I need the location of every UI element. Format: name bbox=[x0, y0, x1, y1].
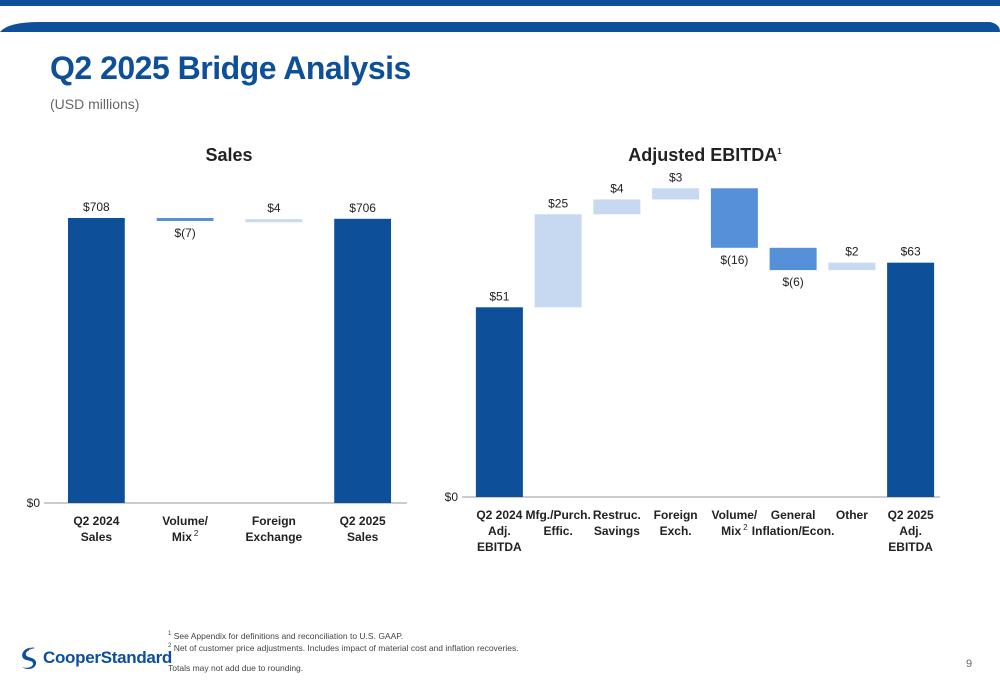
y-tick-label: $0 bbox=[27, 496, 41, 510]
footnotes: 1 See Appendix for definitions and recon… bbox=[168, 630, 519, 674]
tick-label-3: Restruc. Savings bbox=[593, 508, 641, 538]
tick-label-line: Q2 2024 bbox=[73, 514, 119, 528]
tick-label-line: EBITDA bbox=[888, 540, 933, 554]
tick-label-6: General Inflation/Econ. bbox=[752, 508, 835, 538]
chart-title-superscript: 1 bbox=[777, 147, 782, 156]
tick-label-line: Exch. bbox=[660, 524, 692, 538]
tick-label-3: Foreign Exchange bbox=[246, 514, 303, 544]
bar-1 bbox=[475, 307, 523, 497]
tick-label-1: Q2 2024 Adj. EBITDA bbox=[476, 508, 522, 554]
tick-label-line: Adj. bbox=[488, 524, 511, 538]
value-label-4: $3 bbox=[669, 170, 683, 184]
bar-6 bbox=[769, 247, 817, 271]
value-label-8: $63 bbox=[901, 245, 921, 259]
value-label-4: $706 bbox=[349, 201, 376, 215]
bar-4 bbox=[652, 188, 700, 200]
value-label-7: $2 bbox=[845, 245, 859, 259]
tick-label-line: Volume/ bbox=[162, 514, 208, 528]
tick-label-4: Q2 2025 Sales bbox=[340, 514, 386, 544]
tick-label-line: General bbox=[771, 508, 816, 522]
page-number: 9 bbox=[966, 658, 973, 670]
chart-title: Adjusted EBITDA1 bbox=[628, 145, 782, 165]
tick-label-line: Q2 2025 bbox=[888, 508, 934, 522]
bar-3 bbox=[593, 199, 641, 215]
cooper-standard-swoosh-icon bbox=[22, 646, 37, 670]
tick-label-superscript: 2 bbox=[194, 529, 199, 538]
footnote-2-mark: 2 bbox=[168, 643, 172, 650]
bar-8 bbox=[887, 262, 935, 497]
tick-label-line: EBITDA bbox=[477, 540, 522, 554]
tick-label-line: Exchange bbox=[246, 530, 303, 544]
tick-label-line: Foreign bbox=[654, 508, 698, 522]
bar-4 bbox=[334, 218, 392, 503]
tick-label-line: Volume/ bbox=[711, 508, 757, 522]
tick-label-line: Restruc. bbox=[593, 508, 641, 522]
page-subtitle: (USD millions) bbox=[50, 96, 140, 112]
tick-label-superscript: 2 bbox=[743, 523, 748, 532]
bar-2 bbox=[156, 218, 214, 221]
value-label-2: $25 bbox=[548, 196, 568, 210]
tick-label-line: Mix bbox=[172, 530, 192, 544]
footnote-1-text: See Appendix for definitions and reconci… bbox=[173, 631, 404, 641]
bar-7 bbox=[828, 262, 876, 271]
tick-label-2: Volume/Mix 2 bbox=[162, 514, 208, 544]
tick-label-line: Other bbox=[836, 508, 868, 522]
footnote-3: Totals may not add due to rounding. bbox=[168, 663, 304, 673]
tick-label-2: Mfg./Purch. Effic. bbox=[525, 508, 590, 538]
value-label-3: $4 bbox=[267, 201, 281, 215]
tick-label-4: Foreign Exch. bbox=[654, 508, 698, 538]
value-label-1: $51 bbox=[489, 289, 509, 303]
logo-text: CooperStandard bbox=[43, 648, 172, 667]
tick-label-1: Q2 2024 Sales bbox=[73, 514, 119, 544]
tick-label-line: Mix bbox=[721, 524, 741, 538]
footnote-2: 2 Net of customer price adjustments. Inc… bbox=[168, 642, 519, 654]
tick-label-line: Sales bbox=[81, 530, 113, 544]
tick-label-7: Other bbox=[836, 508, 868, 522]
page-title: Q2 2025 Bridge Analysis bbox=[50, 50, 411, 86]
tick-label-line: Effic. bbox=[543, 524, 572, 538]
bar-2 bbox=[534, 214, 582, 308]
tick-label-line: Inflation/Econ. bbox=[752, 524, 835, 538]
footnote-2-text: Net of customer price adjustments. Inclu… bbox=[173, 643, 519, 653]
value-label-6: $(6) bbox=[782, 275, 803, 289]
y-tick-label: $0 bbox=[445, 490, 459, 504]
tick-label-line: Sales bbox=[347, 530, 379, 544]
footnote-1-mark: 1 bbox=[168, 631, 172, 638]
tick-label-line: Adj. bbox=[899, 524, 922, 538]
value-label-2: $(7) bbox=[174, 226, 195, 240]
company-logo: CooperStandard bbox=[18, 645, 172, 671]
tick-label-line: Q2 2024 bbox=[476, 508, 522, 522]
bar-5 bbox=[710, 188, 758, 248]
tick-label-line: Foreign bbox=[252, 514, 296, 528]
tick-label-8: Q2 2025 Adj. EBITDA bbox=[888, 508, 934, 554]
chart-title: Sales bbox=[205, 145, 252, 165]
tick-label-line: Mfg./Purch. bbox=[525, 508, 590, 522]
bar-1 bbox=[67, 218, 125, 503]
tick-label-5: Volume/Mix 2 bbox=[711, 508, 757, 538]
bar-3 bbox=[245, 219, 303, 223]
value-label-5: $(16) bbox=[720, 253, 748, 267]
value-label-1: $708 bbox=[83, 200, 110, 214]
header-band bbox=[0, 0, 1000, 32]
footnote-1: 1 See Appendix for definitions and recon… bbox=[168, 630, 519, 642]
value-label-3: $4 bbox=[610, 181, 624, 195]
tick-label-line: Q2 2025 bbox=[340, 514, 386, 528]
tick-label-line: Savings bbox=[594, 524, 640, 538]
